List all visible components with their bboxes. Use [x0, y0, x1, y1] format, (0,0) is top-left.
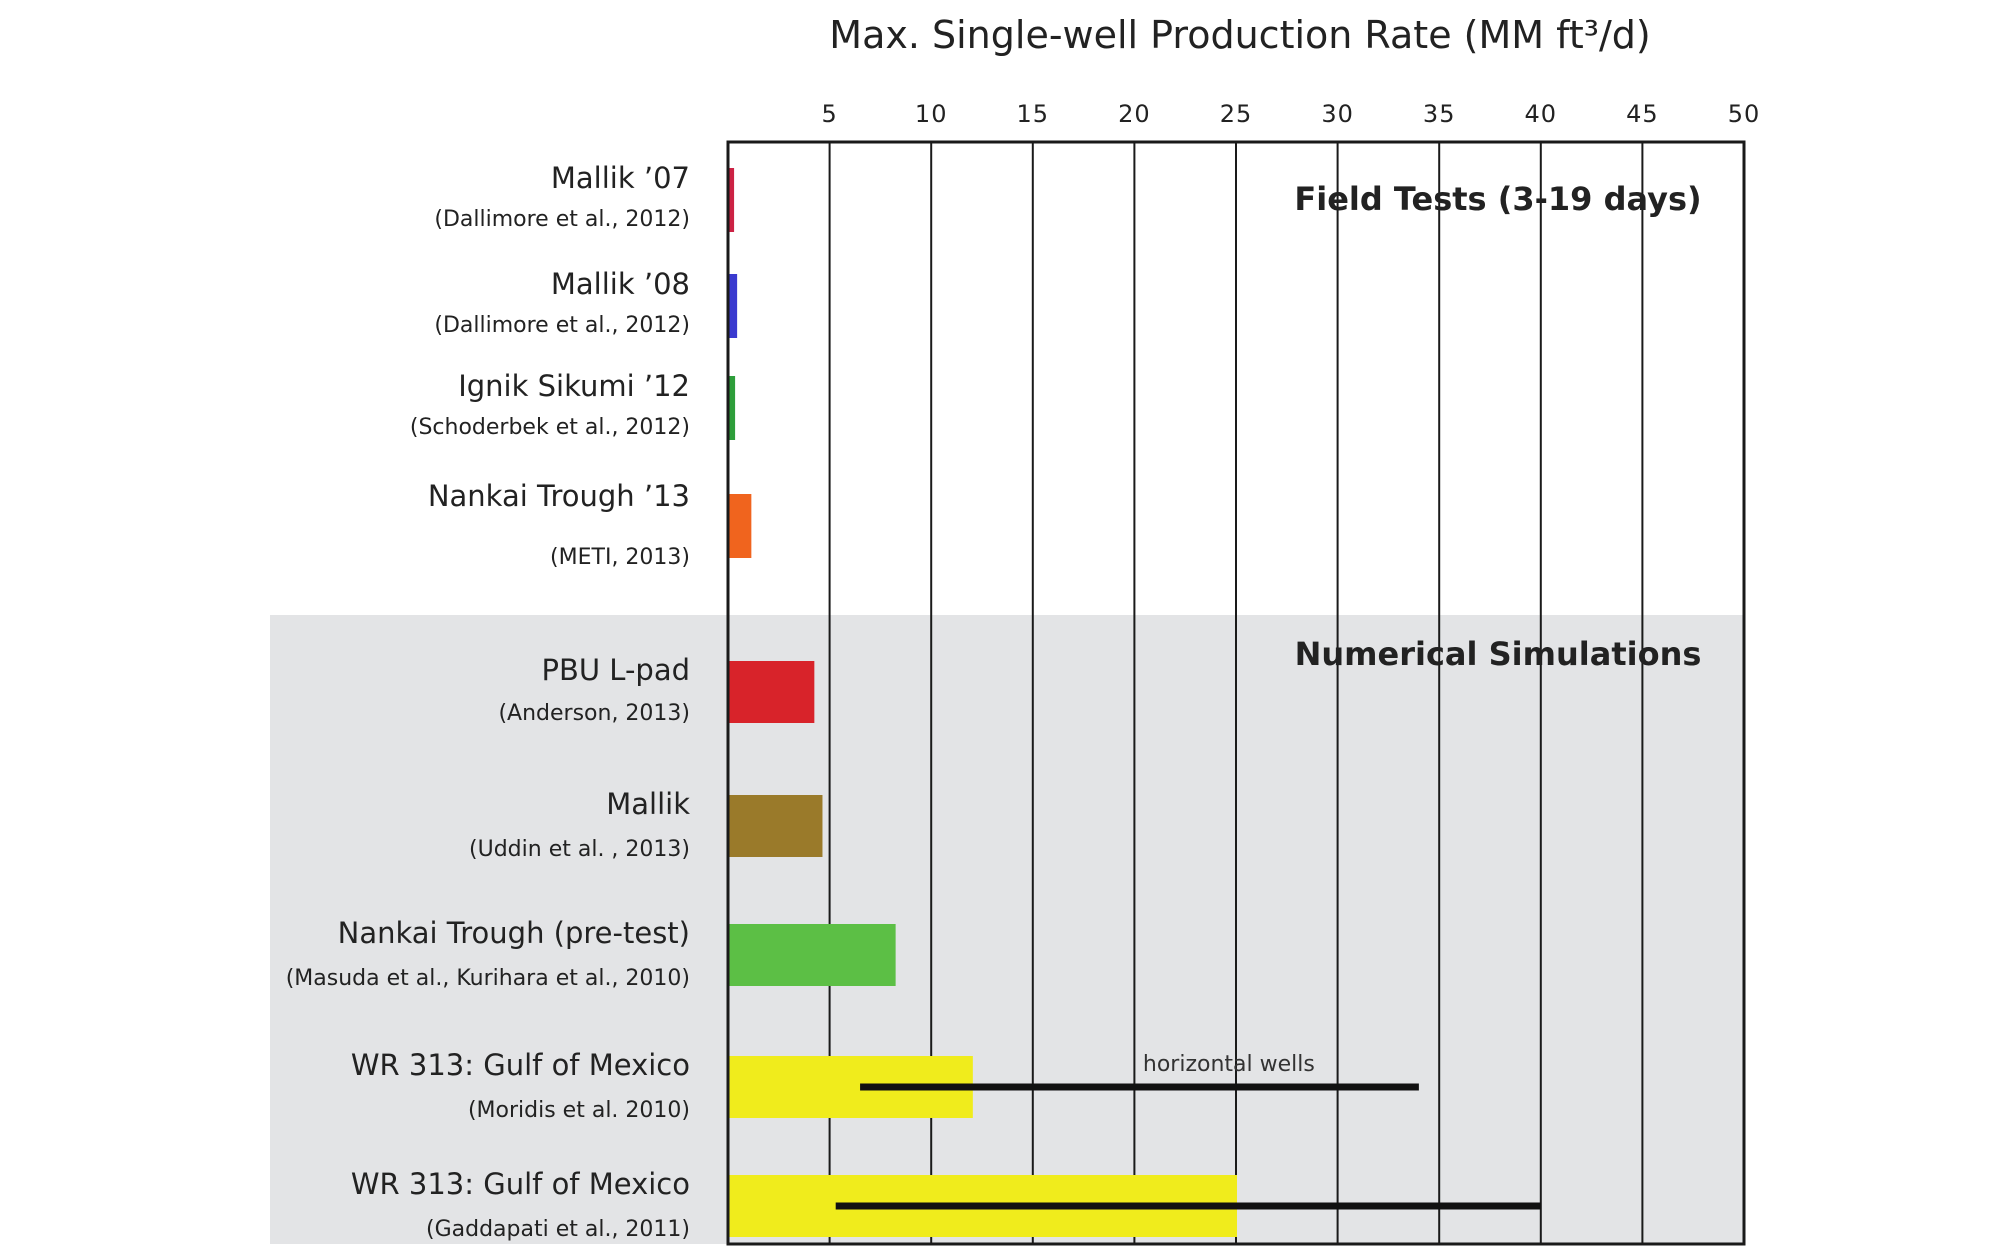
bar-4 — [729, 661, 815, 723]
gridlines — [828, 142, 1644, 1244]
x-tick-label-30: 30 — [1321, 100, 1354, 128]
bar-2 — [729, 376, 736, 440]
category-ref-6: (Masuda et al., Kurihara et al., 2010) — [286, 966, 690, 991]
category-ref-3: (METI, 2013) — [550, 545, 690, 570]
category-label-7: WR 313: Gulf of Mexico — [351, 1048, 690, 1082]
category-label-3: Nankai Trough ’13 — [428, 479, 690, 513]
section-labels: Field Tests (3-19 days) Numerical Simulat… — [1294, 180, 1701, 673]
category-label-0: Mallik ’07 — [551, 161, 690, 195]
x-tick-labels: 5 10 15 20 25 30 35 40 45 50 — [821, 100, 1761, 128]
bar-0 — [729, 168, 735, 232]
bar-6 — [729, 924, 896, 986]
category-label-8: WR 313: Gulf of Mexico — [351, 1167, 690, 1201]
x-tick-label-15: 15 — [1017, 100, 1050, 128]
simulation-section-shading — [270, 615, 1744, 1244]
category-label-5: Mallik — [606, 787, 690, 821]
bar-3 — [729, 494, 752, 558]
x-tick-label-50: 50 — [1728, 100, 1761, 128]
category-label-2: Ignik Sikumi ’12 — [458, 369, 690, 403]
category-labels: Mallik ’07 (Dallimore et al., 2012) Mallik… — [286, 161, 690, 1242]
category-label-4: PBU L-pad — [541, 653, 690, 687]
category-ref-8: (Gaddapati et al., 2011) — [426, 1217, 690, 1242]
category-ref-2: (Schoderbek et al., 2012) — [410, 415, 690, 440]
category-ref-1: (Dallimore et al., 2012) — [434, 313, 690, 338]
x-tick-label-25: 25 — [1220, 100, 1253, 128]
x-tick-label-45: 45 — [1626, 100, 1659, 128]
bar-5 — [729, 795, 823, 857]
category-label-6: Nankai Trough (pre-test) — [338, 916, 690, 950]
chart-title: Max. Single-well Production Rate (MM ft³… — [829, 13, 1650, 57]
x-tick-label-20: 20 — [1118, 100, 1151, 128]
x-tick-label-35: 35 — [1423, 100, 1456, 128]
bar-1 — [729, 274, 738, 338]
range-annotation-0: horizontal wells — [1143, 1052, 1315, 1077]
range-lines: horizontal wells — [835, 1052, 1541, 1210]
section-label-1: Numerical Simulations — [1295, 635, 1702, 673]
category-ref-5: (Uddin et al. , 2013) — [469, 837, 690, 862]
x-tick-label-10: 10 — [915, 100, 948, 128]
category-ref-0: (Dallimore et al., 2012) — [434, 207, 690, 232]
x-tick-label-40: 40 — [1525, 100, 1558, 128]
x-tick-label-5: 5 — [821, 100, 837, 128]
category-ref-7: (Moridis et al. 2010) — [468, 1098, 690, 1123]
category-label-1: Mallik ’08 — [551, 267, 690, 301]
category-ref-4: (Anderson, 2013) — [498, 701, 690, 726]
section-label-0: Field Tests (3-19 days) — [1294, 180, 1701, 218]
plot-frame — [726, 140, 1746, 1246]
